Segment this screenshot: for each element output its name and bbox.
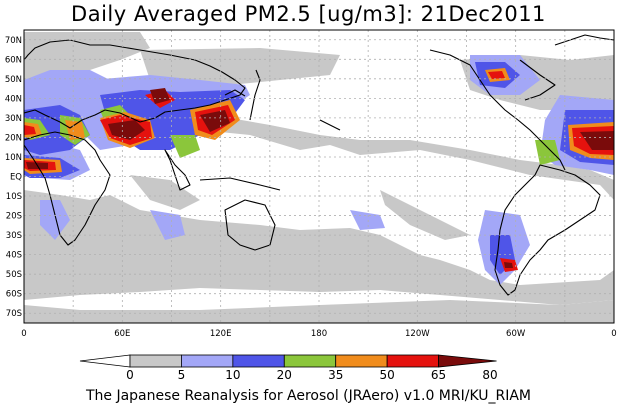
lat-label: 50S bbox=[6, 270, 22, 280]
lon-label: 120E bbox=[210, 329, 232, 339]
lat-label: 10N bbox=[5, 153, 22, 163]
lat-label: 60N bbox=[5, 55, 22, 65]
colorbar-tick-label: 0 bbox=[126, 368, 134, 382]
colorbar-tick-label: 10 bbox=[225, 368, 240, 382]
lat-label: 70S bbox=[6, 309, 22, 319]
colorbar-low-arrow bbox=[79, 354, 131, 368]
lat-label: 30S bbox=[6, 231, 22, 241]
lat-label: EQ bbox=[10, 173, 22, 183]
lat-label: 30N bbox=[5, 114, 22, 124]
colorbar-segment bbox=[181, 354, 234, 368]
lat-label: 60S bbox=[6, 290, 22, 300]
longitude-labels: 0 60E 120E 180 120W 60W 0 bbox=[21, 329, 616, 339]
colorbar-segment bbox=[129, 354, 182, 368]
lat-label: 40S bbox=[6, 251, 22, 261]
colorbar-tick-label: 20 bbox=[277, 368, 292, 382]
lat-label: 40N bbox=[5, 94, 22, 104]
lon-label: 60W bbox=[506, 329, 526, 339]
colorbar-tick-label: 50 bbox=[380, 368, 395, 382]
colorbar-segment bbox=[335, 354, 388, 368]
darkred-regions bbox=[26, 88, 614, 268]
lon-label: 180 bbox=[311, 329, 327, 339]
graticule bbox=[24, 30, 614, 323]
colorbar-segment bbox=[386, 354, 439, 368]
colorbar-tick-label: 35 bbox=[328, 368, 343, 382]
credit-footer: The Japanese Reanalysis for Aerosol (JRA… bbox=[85, 388, 532, 404]
lon-label: 120W bbox=[405, 329, 430, 339]
lat-label: 10S bbox=[6, 192, 22, 202]
colorbar-segment bbox=[283, 354, 337, 368]
colorbar-high-arrow bbox=[438, 354, 497, 368]
lat-label: 70N bbox=[5, 36, 22, 46]
colorbar-tick-label: 65 bbox=[431, 368, 446, 382]
colorbar-tick-label: 5 bbox=[178, 368, 186, 382]
latitude-labels: 70N 60N 50N 40N 30N 20N 10N EQ 10S 20S 30S 40S 50S 60… bbox=[5, 36, 22, 319]
lat-label: 20S bbox=[6, 212, 22, 222]
coastlines bbox=[24, 34, 614, 296]
map-title: Daily Averaged PM2.5 [ug/m3]: 21Dec2011 bbox=[71, 2, 546, 26]
plot-frame bbox=[23, 29, 615, 324]
colorbar: 0 5 10 20 35 50 65 80 bbox=[79, 354, 498, 382]
lon-label: 60E bbox=[114, 329, 130, 339]
colorbar-tick-label: 80 bbox=[482, 368, 497, 382]
lon-label: 0 bbox=[611, 329, 616, 339]
colorbar-segment bbox=[232, 354, 285, 368]
lat-label: 50N bbox=[5, 75, 22, 85]
lon-label: 0 bbox=[21, 329, 26, 339]
lat-label: 20N bbox=[5, 133, 22, 143]
